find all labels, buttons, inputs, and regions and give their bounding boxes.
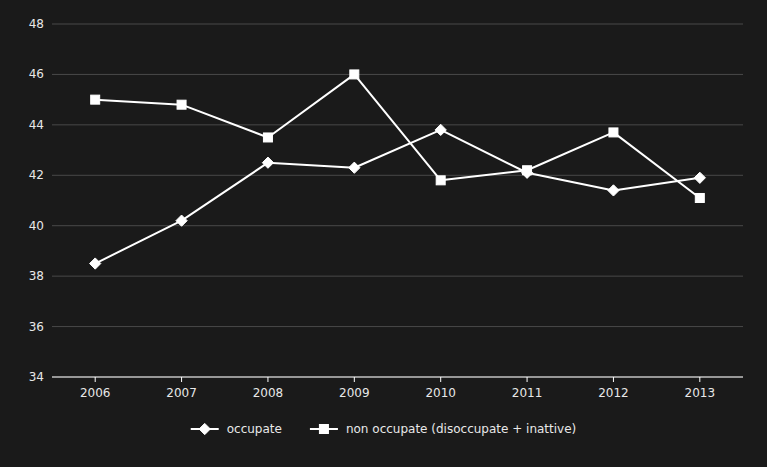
point-marker [436,176,445,185]
y-tick-label: 44 [29,118,44,132]
plot-area [90,70,706,269]
point-marker [350,70,359,79]
point-marker [90,258,101,269]
legend-label: occupate [227,422,282,436]
point-marker [262,157,273,168]
x-axis: 2006 2007 2008 2009 2010 2011 2012 2013 [52,377,743,400]
grid-line [52,24,743,25]
series-line [95,130,700,264]
legend-marker [199,423,210,434]
point-marker [694,172,705,183]
legend-marker [319,425,328,434]
series [91,70,705,203]
x-tick [181,377,182,382]
y-tick-label: 40 [29,219,44,233]
series [90,124,706,269]
x-tick [440,377,441,382]
background [0,0,767,467]
point-marker [695,193,704,202]
grid-line [52,175,743,176]
x-tick-label: 2012 [598,386,629,400]
x-tick [613,377,614,382]
chart-svg: 34 36 38 40 42 44 46 48 2006 2007 2008 2009 2010 2011… [0,0,767,467]
point-marker [263,133,272,142]
grid-line [52,74,743,75]
grid-line [52,124,743,125]
x-tick [354,377,355,382]
x-tick-label: 2009 [339,386,370,400]
y-tick-label: 36 [29,320,44,334]
legend-item: non occupate (disoccupate + inattive) [310,422,576,436]
y-axis: 34 36 38 40 42 44 46 48 [29,17,743,384]
legend-label: non occupate (disoccupate + inattive) [346,422,576,436]
y-tick-label: 34 [29,370,44,384]
x-tick [267,377,268,382]
point-marker [609,128,618,137]
chart-container: 34 36 38 40 42 44 46 48 2006 2007 2008 2009 2010 2011… [0,0,767,467]
x-tick [699,377,700,382]
y-tick-label: 42 [29,168,44,182]
x-tick-label: 2008 [253,386,284,400]
y-tick-label: 48 [29,17,44,31]
y-tick-label: 38 [29,269,44,283]
x-tick-label: 2007 [166,386,197,400]
x-tick-label: 2010 [425,386,456,400]
x-axis-line [52,377,743,378]
point-marker [523,166,532,175]
x-tick-label: 2013 [685,386,716,400]
x-tick-label: 2006 [80,386,111,400]
grid-line [52,225,743,226]
point-marker [177,100,186,109]
grid-line [52,326,743,327]
point-marker [91,95,100,104]
grid-line [52,276,743,277]
x-tick [95,377,96,382]
point-marker [608,185,619,196]
point-marker [176,215,187,226]
legend: occupate non occupate (disoccupate + inat… [191,422,577,436]
y-tick-label: 46 [29,67,44,81]
x-tick-label: 2011 [512,386,543,400]
legend-item: occupate [191,422,282,436]
grid-line [52,377,743,378]
series-line [95,74,700,198]
point-marker [349,162,360,173]
point-marker [435,124,446,135]
x-tick [527,377,528,382]
